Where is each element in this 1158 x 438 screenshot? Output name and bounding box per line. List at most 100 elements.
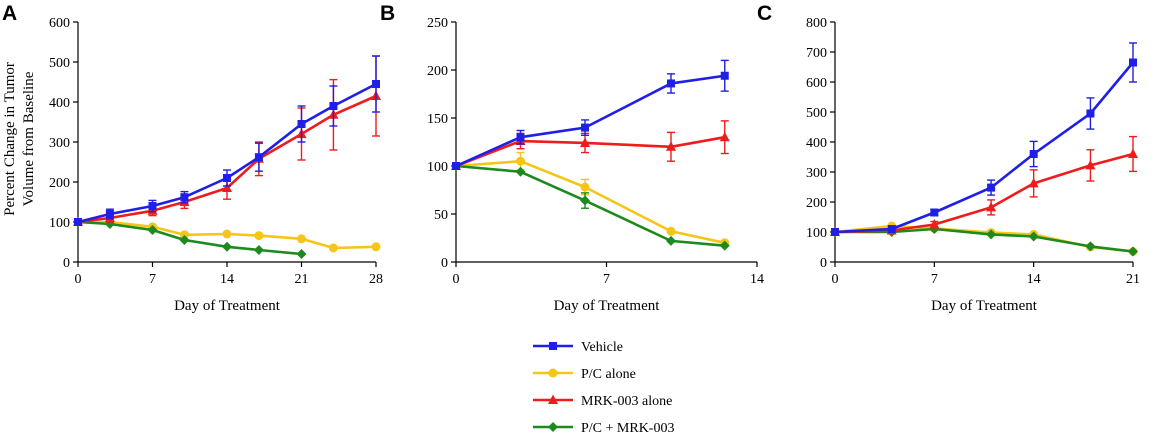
panel-letter: C xyxy=(757,2,772,25)
x-tick-label: 14 xyxy=(750,272,764,287)
data-point xyxy=(254,231,264,241)
legend-marker xyxy=(548,422,558,432)
series-pc-alone xyxy=(830,221,1138,256)
data-point xyxy=(1085,241,1096,252)
data-point xyxy=(179,235,190,245)
data-point xyxy=(147,225,158,235)
x-tick-label: 0 xyxy=(453,272,460,287)
y-tick-label: 700 xyxy=(806,46,827,61)
data-point xyxy=(329,102,338,110)
data-point xyxy=(371,242,381,252)
legend-item-mrk-alone: MRK-003 alone xyxy=(533,394,672,409)
x-axis-label: Day of Treatment xyxy=(174,298,281,314)
data-point xyxy=(831,228,839,236)
data-point xyxy=(666,235,676,246)
data-point xyxy=(296,249,307,259)
y-tick-label: 600 xyxy=(806,76,827,91)
legend-marker xyxy=(548,394,558,404)
data-point xyxy=(929,219,940,229)
panel-letter: A xyxy=(2,2,17,25)
legend-item-pc-alone: P/C alone xyxy=(533,367,636,382)
data-point xyxy=(1028,177,1039,188)
y-tick-label: 800 xyxy=(806,16,827,31)
panel-a: A 0 100 200 300 400 500 600 0 7 14 21 28 Day of Treat… xyxy=(2,2,383,314)
series-vehicle xyxy=(831,42,1137,236)
data-point xyxy=(222,241,232,252)
series-vehicle xyxy=(452,59,729,170)
x-axis-label: Day of Treatment xyxy=(554,298,661,314)
data-point xyxy=(1129,58,1137,67)
data-point xyxy=(1086,109,1095,118)
y-tick-label: 0 xyxy=(820,256,827,271)
data-point xyxy=(180,193,189,202)
legend-item-pc-mrk: P/C + MRK-003 xyxy=(533,421,674,436)
x-tick-label: 14 xyxy=(1027,272,1041,287)
y-axis-label-line: Volume from Baseline xyxy=(21,71,37,206)
y-axis-label: Percent Change in Tumor Volume from Basel… xyxy=(2,62,37,216)
legend-marker xyxy=(549,342,557,350)
data-point xyxy=(516,133,525,142)
data-point xyxy=(105,210,114,218)
y-tick-label: 200 xyxy=(806,196,827,211)
data-point xyxy=(254,153,263,162)
data-point xyxy=(666,226,676,236)
x-axis-label: Day of Treatment xyxy=(931,298,1038,314)
series-vehicle xyxy=(74,55,380,226)
y-tick-label: 250 xyxy=(427,16,448,31)
data-point xyxy=(986,201,997,212)
data-point xyxy=(222,229,232,239)
y-tick-label: 200 xyxy=(427,64,448,79)
x-tick-label: 14 xyxy=(220,272,234,287)
x-tick-label: 0 xyxy=(75,272,82,287)
data-point xyxy=(515,166,526,177)
legend-label: P/C + MRK-003 xyxy=(581,421,674,436)
data-point xyxy=(1085,159,1096,170)
legend-label: Vehicle xyxy=(581,340,623,355)
data-point xyxy=(580,137,590,147)
data-point xyxy=(719,240,730,251)
panel-c: C 0 100 200 300 400 500 600 700 800 0 7 14 21 Day of T… xyxy=(757,2,1140,314)
legend-label: MRK-003 alone xyxy=(581,394,672,409)
data-point xyxy=(372,80,380,88)
data-point xyxy=(297,234,306,244)
series-line xyxy=(455,135,725,168)
y-tick-label: 300 xyxy=(49,136,70,151)
data-point xyxy=(887,225,896,233)
panel-letter: B xyxy=(380,2,395,25)
data-point xyxy=(667,79,675,88)
y-tick-label: 400 xyxy=(49,96,70,111)
data-point xyxy=(666,141,676,151)
data-point xyxy=(148,202,157,210)
data-point xyxy=(74,218,82,226)
x-tick-label: 7 xyxy=(931,272,938,287)
y-tick-label: 600 xyxy=(49,16,70,31)
data-point xyxy=(986,229,997,240)
series-mrk-alone xyxy=(73,55,381,226)
data-point xyxy=(452,162,460,170)
legend-marker xyxy=(548,368,558,378)
data-point xyxy=(719,131,730,142)
series-pc-mrk xyxy=(73,217,307,259)
legend: Vehicle P/C alone MRK-003 alone P/C + MRK-0… xyxy=(533,340,674,436)
y-tick-label: 50 xyxy=(434,208,448,223)
y-tick-label: 500 xyxy=(49,56,70,71)
data-point xyxy=(1128,246,1138,257)
data-point xyxy=(581,123,589,132)
data-point xyxy=(580,195,590,206)
legend-label: P/C alone xyxy=(581,367,636,382)
y-tick-label: 100 xyxy=(427,160,448,175)
data-point xyxy=(1029,150,1038,158)
y-tick-label: 100 xyxy=(49,216,70,231)
x-tick-label: 7 xyxy=(149,272,156,287)
data-point xyxy=(253,245,264,255)
data-point xyxy=(179,230,189,240)
y-axis-label-line: Percent Change in Tumor xyxy=(2,62,18,216)
data-point xyxy=(1028,231,1039,242)
y-tick-label: 0 xyxy=(63,256,70,271)
data-point xyxy=(720,71,729,80)
y-tick-label: 100 xyxy=(806,226,827,241)
series-mrk-alone xyxy=(830,135,1138,236)
series-pc-alone xyxy=(451,151,730,248)
y-tick-label: 0 xyxy=(441,256,448,271)
